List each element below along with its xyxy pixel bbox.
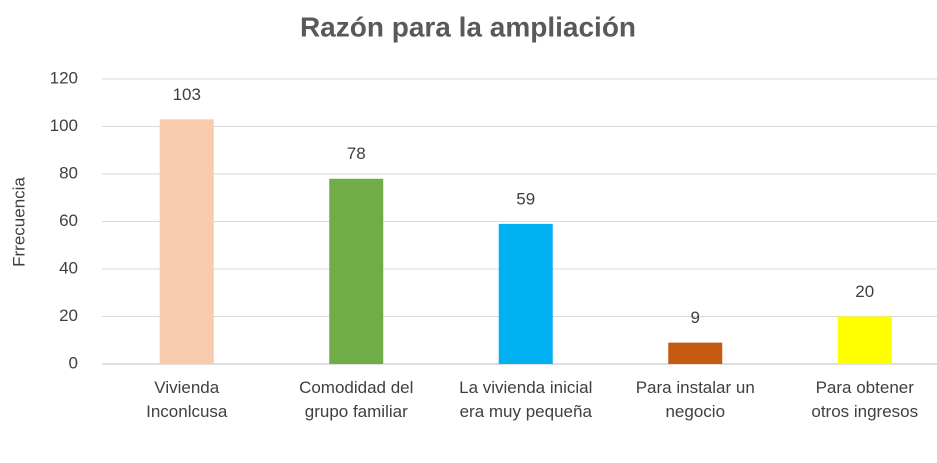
bar xyxy=(498,223,553,364)
data-label: 20 xyxy=(855,282,874,301)
x-tick-label: Vivienda Inconlcusa xyxy=(146,378,228,421)
x-tick-label: Para instalar un negocio xyxy=(635,378,755,421)
data-label: 59 xyxy=(516,189,535,208)
x-tick-label: La vivienda inicial era muy pequeña xyxy=(459,378,593,421)
chart-title: Razón para la ampliación xyxy=(300,11,636,42)
y-tick-label: 0 xyxy=(69,353,78,372)
y-tick-label: 120 xyxy=(50,68,78,87)
y-tick-label: 100 xyxy=(50,116,78,135)
y-tick-label: 80 xyxy=(59,163,78,182)
y-tick-label: 20 xyxy=(59,306,78,325)
data-label: 9 xyxy=(691,308,700,327)
bar xyxy=(329,178,384,364)
y-tick-label: 40 xyxy=(59,258,78,277)
bar xyxy=(159,119,214,364)
x-tick-label: Comodidad del grupo familiar xyxy=(299,378,414,421)
bar xyxy=(668,342,723,364)
x-tick-label: Para obtener otros ingresos xyxy=(811,378,919,421)
bar xyxy=(837,316,892,364)
data-label: 78 xyxy=(347,144,366,163)
y-tick-label: 60 xyxy=(59,211,78,230)
y-axis-label: Frrecuencia xyxy=(9,177,28,267)
data-label: 103 xyxy=(173,85,201,104)
